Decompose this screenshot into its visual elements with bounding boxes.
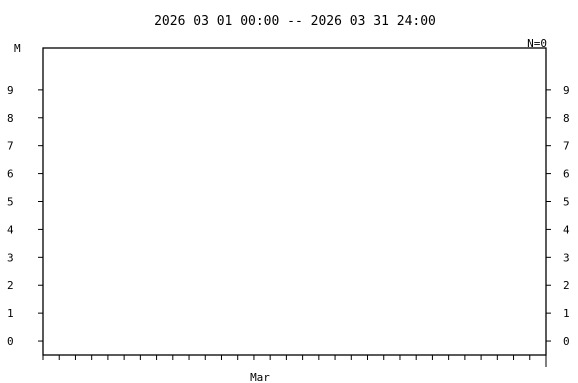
plot-area-frame xyxy=(42,47,547,356)
y-tick-label-left-7: 7 xyxy=(7,140,14,153)
y-tick-label-left-6: 6 xyxy=(7,168,14,181)
y-tick-label-left-2: 2 xyxy=(7,279,14,292)
y-tick-label-right-5: 5 xyxy=(563,196,570,209)
y-axis-right: 0 1 2 3 4 5 6 7 8 9 xyxy=(546,84,570,348)
y-tick-label-right-8: 8 xyxy=(563,112,570,125)
y-tick-label-right-3: 3 xyxy=(563,251,570,264)
y-tick-label-right-6: 6 xyxy=(563,168,570,181)
y-tick-label-right-4: 4 xyxy=(563,223,570,236)
x-axis xyxy=(42,355,547,367)
y-tick-label-left-5: 5 xyxy=(7,196,14,209)
y-tick-label-right-0: 0 xyxy=(563,335,570,348)
y-tick-label-right-7: 7 xyxy=(563,140,570,153)
count-label: N=0 xyxy=(527,37,547,50)
y-axis-left: 0 1 2 3 4 5 6 7 8 9 xyxy=(7,84,43,348)
y-tick-label-left-9: 9 xyxy=(7,84,14,97)
y-tick-label-left-1: 1 xyxy=(7,307,14,320)
y-tick-label-left-8: 8 xyxy=(7,112,14,125)
y-tick-label-right-1: 1 xyxy=(563,307,570,320)
y-axis-label: M xyxy=(14,42,21,55)
y-tick-label-right-2: 2 xyxy=(563,279,570,292)
y-tick-label-left-3: 3 xyxy=(7,251,14,264)
chart-title: 2026 03 01 00:00 -- 2026 03 31 24:00 xyxy=(154,14,436,29)
x-tick-label-mar: Mar xyxy=(250,371,270,383)
y-tick-label-left-0: 0 xyxy=(7,335,14,348)
y-tick-label-left-4: 4 xyxy=(7,223,14,236)
y-tick-label-right-9: 9 xyxy=(563,84,570,97)
